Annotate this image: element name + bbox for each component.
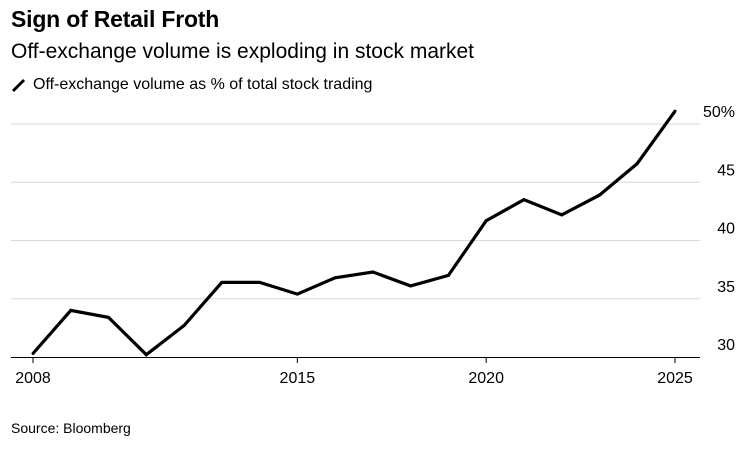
legend-line-icon bbox=[11, 78, 26, 93]
gridlines bbox=[11, 123, 700, 300]
data-point-2017 bbox=[371, 270, 375, 274]
series-lines bbox=[31, 109, 677, 357]
y-tick-label-35: 35 bbox=[717, 279, 735, 296]
source-note: Source: Bloomberg bbox=[11, 420, 131, 436]
data-point-2016 bbox=[333, 276, 337, 280]
y-axis-labels: 30 35 40 45 50% bbox=[703, 104, 735, 354]
data-point-2010 bbox=[107, 315, 111, 319]
data-point-2021 bbox=[522, 198, 526, 202]
chart-title: Sign of Retail Froth bbox=[11, 6, 220, 32]
data-point-2011 bbox=[144, 353, 148, 357]
x-tick-label-2015: 2015 bbox=[280, 370, 316, 387]
y-tick-label-50: 50% bbox=[703, 104, 735, 121]
x-tick-label-2008: 2008 bbox=[15, 370, 51, 387]
data-point-2023 bbox=[597, 193, 601, 197]
data-point-2024 bbox=[635, 162, 639, 166]
series-line-0 bbox=[31, 110, 677, 357]
x-tick-label-2025: 2025 bbox=[657, 370, 693, 387]
data-point-2009 bbox=[69, 308, 73, 312]
data-point-2019 bbox=[446, 273, 450, 277]
data-point-2013 bbox=[220, 280, 224, 284]
y-tick-label-30: 30 bbox=[717, 337, 735, 354]
x-tick-label-2020: 2020 bbox=[468, 370, 504, 387]
data-point-2012 bbox=[182, 324, 186, 328]
data-point-2020 bbox=[484, 219, 488, 223]
legend: Off-exchange volume as % of total stock … bbox=[11, 76, 372, 94]
data-point-2008 bbox=[31, 352, 35, 356]
data-point-2015 bbox=[295, 292, 299, 296]
x-axis bbox=[11, 357, 700, 363]
y-tick-label-45: 45 bbox=[717, 162, 735, 179]
legend-label: Off-exchange volume as % of total stock … bbox=[33, 76, 373, 93]
data-point-2025 bbox=[673, 109, 677, 113]
data-point-2022 bbox=[560, 213, 564, 217]
chart-subtitle: Off-exchange volume is exploding in stoc… bbox=[11, 40, 475, 63]
x-axis-labels: 2008 2015 2020 2025 bbox=[15, 370, 693, 387]
y-tick-label-40: 40 bbox=[717, 221, 735, 238]
data-point-2018 bbox=[409, 284, 413, 288]
data-point-2014 bbox=[258, 280, 262, 284]
